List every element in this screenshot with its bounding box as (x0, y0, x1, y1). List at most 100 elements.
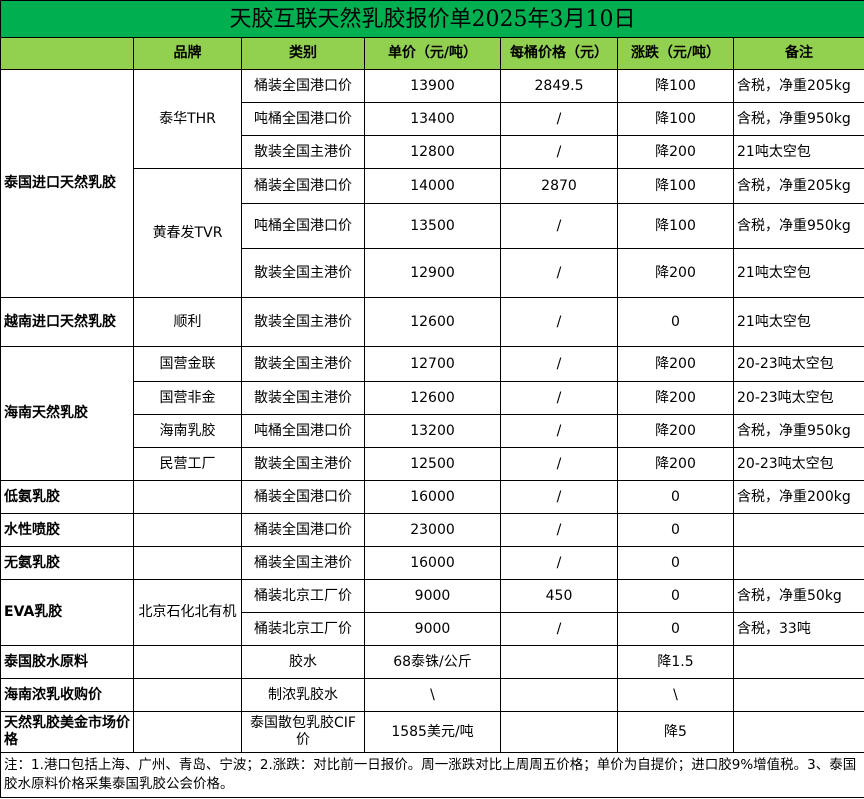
barrel-price-cell: 450 (500, 579, 618, 613)
footnote: 注：1.港口包括上海、广州、青岛、宁波；2.涨跌：对比前一日报价。周一涨跌对比上… (0, 752, 864, 798)
type-cell: 散装全国主港价 (241, 381, 365, 415)
type-cell: 散装全国主港价 (241, 135, 365, 169)
barrel-price-cell: / (500, 480, 618, 514)
brand-cell (133, 678, 242, 712)
type-cell: 泰国散包乳胶CIF价 (241, 711, 365, 753)
barrel-price-cell: / (500, 414, 618, 448)
note-cell (732, 678, 864, 712)
note-cell: 20-23吨太空包 (732, 381, 864, 415)
type-cell: 散装全国主港价 (241, 248, 365, 298)
note-cell: 含税，净重205kg (732, 168, 864, 204)
table-row: EVA乳胶 北京石化北有机 桶装北京工厂价 9000 450 0 含税，净重50kg (0, 579, 864, 646)
price-cell: 12700 (364, 346, 501, 382)
barrel-price-cell: / (500, 203, 618, 249)
barrel-price-cell: / (500, 346, 618, 382)
type-cell: 吨桶全国港口价 (241, 203, 365, 249)
brand-cell (133, 645, 242, 679)
type-cell: 散装全国主港价 (241, 297, 365, 347)
brand-cell (133, 480, 242, 514)
table-row: 泰国胶水原料 胶水 68泰铢/公斤 降1.5 (0, 645, 864, 679)
brand-cell (133, 513, 242, 547)
change-cell: 0 (617, 297, 734, 347)
price-cell: 23000 (364, 513, 501, 547)
barrel-price-cell: / (500, 513, 618, 547)
change-cell: 降200 (617, 346, 734, 382)
price-cell: 13900 (364, 69, 501, 103)
column-header: 每桶价格（元） (500, 37, 618, 70)
column-header: 类别 (241, 37, 365, 70)
column-header: 涨跌（元/吨） (617, 37, 734, 70)
type-cell: 胶水 (241, 645, 365, 679)
note-cell: 20-23吨太空包 (732, 346, 864, 382)
note-cell: 含税，净重950kg (732, 102, 864, 136)
category-cell: 泰国进口天然乳胶 (0, 69, 134, 298)
type-cell: 桶装全国港口价 (241, 168, 365, 204)
note-cell: 21吨太空包 (732, 248, 864, 298)
barrel-price-cell (500, 645, 618, 679)
column-header (0, 37, 134, 70)
price-cell: 13200 (364, 414, 501, 448)
barrel-price-cell: 2849.5 (500, 69, 618, 103)
type-cell: 吨桶全国港口价 (241, 414, 365, 448)
table-row: 吨桶全国港口价 13500/降100 含税，净重950kg (1, 203, 864, 249)
note-cell (732, 645, 864, 679)
note-cell: 含税，净重205kg (732, 69, 864, 103)
price-cell: 16000 (364, 480, 501, 514)
type-cell: 桶装北京工厂价 (241, 579, 365, 613)
change-cell: 降100 (617, 168, 734, 204)
brand-cell: 国营金联 (133, 346, 242, 382)
change-cell: 0 (617, 513, 734, 547)
table-row: 民营工厂 散装全国主港价 12500/降200 20-23吨太空包 (1, 447, 864, 481)
barrel-price-cell: / (500, 546, 618, 580)
table-row: 国营非金 散装全国主港价 12600/降200 20-23吨太空包 (1, 381, 864, 415)
change-cell: 降100 (617, 69, 734, 103)
change-cell: 降200 (617, 381, 734, 415)
price-cell: 16000 (364, 546, 501, 580)
change-cell: 降100 (617, 203, 734, 249)
price-cell: 13500 (364, 203, 501, 249)
price-cell: 12600 (364, 297, 501, 347)
category-cell: 天然乳胶美金市场价格 (0, 711, 134, 753)
table-row: 散装全国主港价 12800/降200 21吨太空包 (1, 135, 864, 169)
change-cell: \ (617, 678, 734, 712)
barrel-price-cell (500, 711, 618, 753)
change-cell: 降5 (617, 711, 734, 753)
table-row: 海南浓乳收购价 制浓乳胶水 \ \ (0, 678, 864, 712)
table-row: 黄春发TVR 桶装全国港口价 14000 2870 降100 含税，净重205kg (1, 168, 864, 298)
price-cell: \ (364, 678, 501, 712)
change-cell: 降200 (617, 414, 734, 448)
page-title: 天胶互联天然乳胶报价单2025年3月10日 (0, 0, 864, 38)
table-row: 散装全国主港价 12900/降200 21吨太空包 (1, 248, 864, 298)
brand-cell: 顺利 (133, 297, 242, 347)
price-cell: 9000 (364, 579, 501, 613)
type-cell: 桶装全国港口价 (241, 480, 365, 514)
column-header: 单价（元/吨） (364, 37, 501, 70)
note-cell (732, 513, 864, 547)
column-header: 备注 (732, 37, 864, 70)
brand-cell (133, 711, 242, 753)
note-cell: 含税，33吨 (732, 612, 864, 646)
barrel-price-cell: / (500, 381, 618, 415)
category-cell: 海南浓乳收购价 (0, 678, 134, 712)
barrel-price-cell: / (500, 102, 618, 136)
column-header: 品牌 (133, 37, 242, 70)
category-cell: 海南天然乳胶 (0, 346, 134, 481)
table-row: 吨桶全国港口价 13400/降100 含税，净重950kg (1, 102, 864, 136)
brand-cell: 北京石化北有机 (133, 579, 242, 646)
brand-cell: 民营工厂 (133, 447, 242, 481)
table-row: 泰国进口天然乳胶 泰华THR 桶装全国港口价 13900 2849.5 降100 含税，净重… (0, 69, 864, 298)
barrel-price-cell: / (500, 612, 618, 646)
price-cell: 14000 (364, 168, 501, 204)
barrel-price-cell: / (500, 297, 618, 347)
type-cell: 桶装全国港口价 (241, 513, 365, 547)
category-cell: 无氨乳胶 (0, 546, 134, 580)
price-cell: 1585美元/吨 (364, 711, 501, 753)
note-cell (732, 546, 864, 580)
change-cell: 0 (617, 612, 734, 646)
change-cell: 降200 (617, 447, 734, 481)
price-cell: 68泰铢/公斤 (364, 645, 501, 679)
brand-cell: 泰华THR (133, 69, 242, 169)
change-cell: 降100 (617, 102, 734, 136)
change-cell: 降200 (617, 135, 734, 169)
